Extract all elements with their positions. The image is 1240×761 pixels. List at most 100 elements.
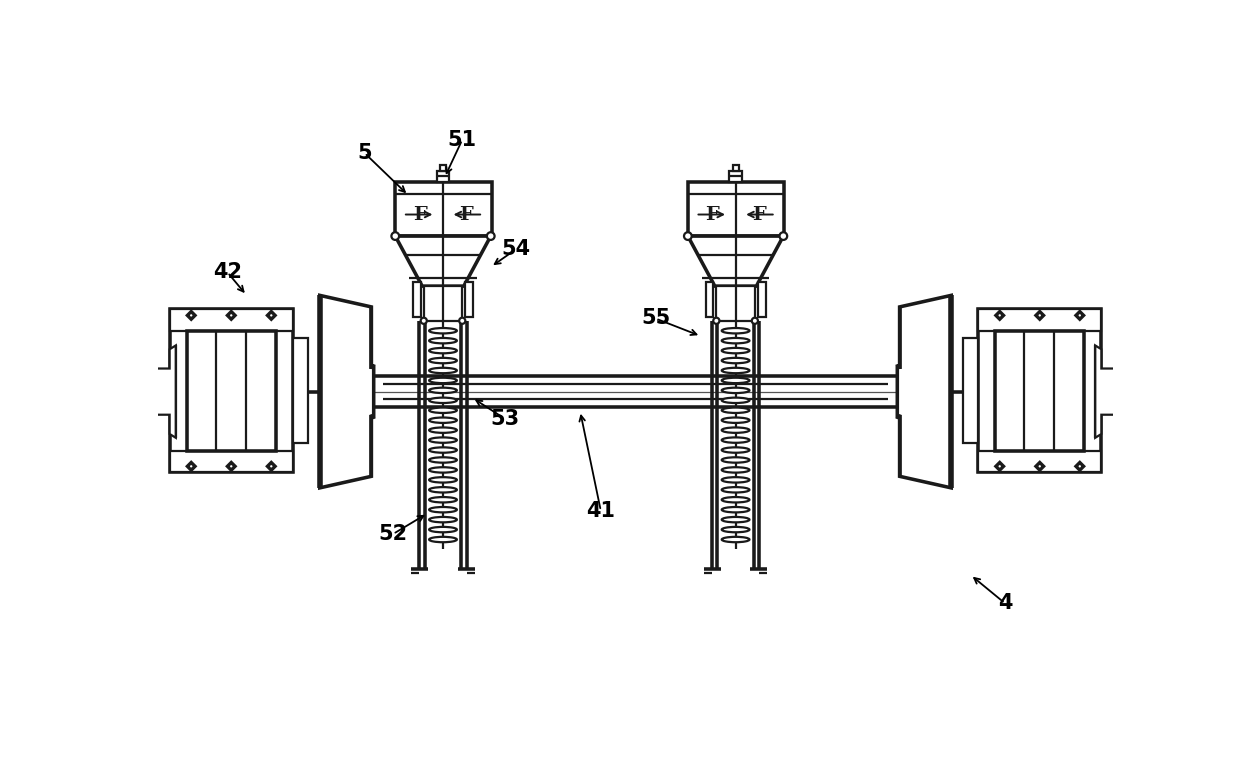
Circle shape bbox=[269, 464, 274, 469]
Ellipse shape bbox=[722, 398, 749, 403]
Circle shape bbox=[1078, 313, 1083, 317]
Ellipse shape bbox=[429, 487, 456, 492]
Ellipse shape bbox=[429, 358, 456, 363]
Text: 5: 5 bbox=[357, 143, 372, 163]
Bar bbox=[706, 282, 713, 317]
Polygon shape bbox=[994, 310, 1004, 320]
Bar bbox=[962, 339, 978, 443]
Text: F: F bbox=[459, 205, 472, 224]
Ellipse shape bbox=[722, 527, 749, 532]
Bar bbox=[424, 286, 463, 321]
Polygon shape bbox=[1035, 462, 1044, 471]
Bar bbox=[440, 165, 446, 171]
Ellipse shape bbox=[429, 447, 456, 453]
Bar bbox=[978, 309, 1101, 331]
Bar bbox=[1125, 377, 1146, 406]
Text: F: F bbox=[413, 205, 427, 224]
Bar bbox=[978, 451, 1101, 473]
Polygon shape bbox=[1075, 310, 1085, 320]
Ellipse shape bbox=[722, 348, 749, 353]
Ellipse shape bbox=[429, 527, 456, 532]
Bar bbox=[413, 282, 420, 317]
Bar bbox=[978, 309, 1101, 473]
Polygon shape bbox=[994, 462, 1004, 471]
Text: 4: 4 bbox=[998, 594, 1012, 613]
Ellipse shape bbox=[722, 497, 749, 502]
Ellipse shape bbox=[429, 368, 456, 373]
Ellipse shape bbox=[722, 457, 749, 463]
Ellipse shape bbox=[429, 428, 456, 433]
Ellipse shape bbox=[722, 487, 749, 492]
Circle shape bbox=[684, 232, 692, 240]
Bar bbox=[293, 339, 309, 443]
Ellipse shape bbox=[722, 507, 749, 512]
Ellipse shape bbox=[429, 418, 456, 423]
Ellipse shape bbox=[722, 447, 749, 453]
Bar bbox=[186, 331, 277, 451]
Ellipse shape bbox=[429, 507, 456, 512]
Ellipse shape bbox=[722, 368, 749, 373]
Ellipse shape bbox=[722, 377, 749, 383]
Ellipse shape bbox=[722, 358, 749, 363]
Circle shape bbox=[1038, 464, 1042, 469]
Text: 55: 55 bbox=[641, 308, 670, 329]
Ellipse shape bbox=[429, 517, 456, 522]
Text: 42: 42 bbox=[213, 263, 242, 282]
Circle shape bbox=[1078, 464, 1083, 469]
Ellipse shape bbox=[722, 338, 749, 343]
Circle shape bbox=[229, 313, 233, 317]
Bar bbox=[994, 331, 1085, 451]
Circle shape bbox=[229, 464, 233, 469]
Ellipse shape bbox=[722, 428, 749, 433]
Ellipse shape bbox=[722, 537, 749, 543]
Polygon shape bbox=[227, 462, 236, 471]
Circle shape bbox=[269, 313, 274, 317]
Ellipse shape bbox=[429, 338, 456, 343]
Ellipse shape bbox=[722, 517, 749, 522]
Polygon shape bbox=[186, 462, 196, 471]
Ellipse shape bbox=[722, 467, 749, 473]
Bar bbox=[733, 165, 739, 171]
Bar bbox=[729, 170, 742, 182]
Polygon shape bbox=[688, 236, 784, 286]
Ellipse shape bbox=[722, 387, 749, 393]
Ellipse shape bbox=[722, 477, 749, 482]
Ellipse shape bbox=[429, 377, 456, 383]
Ellipse shape bbox=[429, 497, 456, 502]
Text: F: F bbox=[706, 205, 719, 224]
Circle shape bbox=[420, 317, 427, 324]
Ellipse shape bbox=[429, 537, 456, 543]
Ellipse shape bbox=[722, 328, 749, 333]
Ellipse shape bbox=[722, 418, 749, 423]
Ellipse shape bbox=[722, 438, 749, 443]
Polygon shape bbox=[227, 310, 236, 320]
Bar bbox=[717, 286, 755, 321]
Circle shape bbox=[1038, 313, 1042, 317]
Text: 52: 52 bbox=[378, 524, 408, 544]
Circle shape bbox=[751, 317, 758, 324]
Polygon shape bbox=[1035, 310, 1044, 320]
Ellipse shape bbox=[429, 467, 456, 473]
Ellipse shape bbox=[429, 328, 456, 333]
Circle shape bbox=[459, 317, 465, 324]
Bar bbox=[396, 182, 491, 236]
Circle shape bbox=[997, 464, 1002, 469]
Ellipse shape bbox=[722, 408, 749, 413]
Text: 53: 53 bbox=[490, 409, 520, 428]
Circle shape bbox=[997, 313, 1002, 317]
Ellipse shape bbox=[429, 477, 456, 482]
Ellipse shape bbox=[429, 398, 456, 403]
Text: 54: 54 bbox=[502, 239, 531, 260]
Circle shape bbox=[188, 313, 193, 317]
Circle shape bbox=[487, 232, 495, 240]
Polygon shape bbox=[1075, 462, 1085, 471]
Polygon shape bbox=[186, 310, 196, 320]
Bar bbox=[170, 309, 293, 473]
Bar bbox=[170, 309, 293, 331]
Text: 41: 41 bbox=[587, 501, 615, 521]
Polygon shape bbox=[1095, 345, 1125, 438]
Polygon shape bbox=[146, 345, 176, 438]
Circle shape bbox=[392, 232, 399, 240]
Text: F: F bbox=[751, 205, 765, 224]
Polygon shape bbox=[396, 236, 491, 286]
